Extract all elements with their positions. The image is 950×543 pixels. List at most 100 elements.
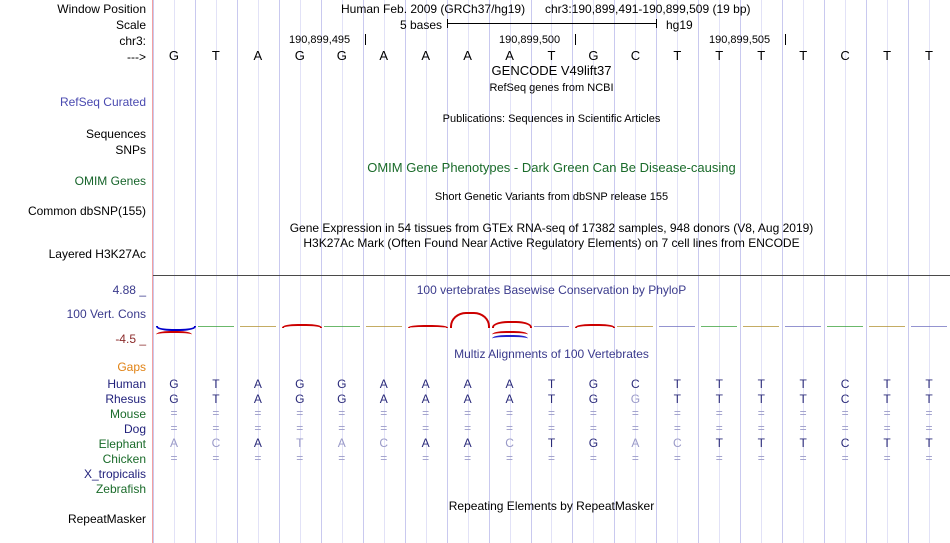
alignment-base: T xyxy=(715,436,723,450)
alignment-gap: = xyxy=(673,406,681,420)
label-species-rhesus[interactable]: Rhesus xyxy=(105,392,146,406)
phylop-accent xyxy=(491,335,528,339)
alignment-base: A xyxy=(421,436,430,450)
sequence-base: A xyxy=(463,48,472,63)
alignment-gap: = xyxy=(715,421,723,435)
alignment-base: T xyxy=(547,392,556,406)
scale-bar-label: 5 bases xyxy=(400,18,443,32)
phylop-bar xyxy=(659,326,696,329)
alignment-base: T xyxy=(883,392,891,406)
alignment-base: A xyxy=(421,377,430,391)
alignment-gap: = xyxy=(254,406,262,420)
label-snps[interactable]: SNPs xyxy=(115,143,146,157)
label-common-dbsnp[interactable]: Common dbSNP(155) xyxy=(27,204,146,218)
alignment-gap: = xyxy=(338,406,346,420)
alignment-gap: = xyxy=(757,421,765,435)
sequence-base: T xyxy=(757,48,766,63)
scale-bar xyxy=(447,19,657,28)
alignment-base: G xyxy=(630,392,641,406)
label-layered-h3k27ac[interactable]: Layered H3K27Ac xyxy=(48,247,146,261)
sequence-base: A xyxy=(505,48,514,63)
sequence-base: C xyxy=(840,48,850,63)
alignment-base: A xyxy=(631,436,640,450)
sequence-base: G xyxy=(588,48,599,63)
alignment-gap: = xyxy=(715,451,723,465)
sequence-base: T xyxy=(799,48,808,63)
label-scale[interactable]: Scale xyxy=(115,18,146,32)
sequence-base: A xyxy=(421,48,430,63)
alignment-base: A xyxy=(505,392,514,406)
alignment-gap: = xyxy=(212,451,220,465)
alignment-gap: = xyxy=(757,406,765,420)
phylop-bar xyxy=(575,324,616,328)
alignment-gap: = xyxy=(338,421,346,435)
gencode-track-title: GENCODE V49lift37 xyxy=(491,63,612,78)
sequence-base: T xyxy=(715,48,724,63)
alignment-gap: = xyxy=(631,421,639,435)
alignment-gap: = xyxy=(254,421,262,435)
label-chrom[interactable]: chr3: xyxy=(119,34,146,48)
alignment-gap: = xyxy=(841,421,849,435)
alignment-base: T xyxy=(925,392,933,406)
sequence-base: A xyxy=(253,48,263,63)
h3k27ac-track-title: H3K27Ac Mark (Often Found Near Active Re… xyxy=(303,236,800,250)
position-title: chr3:190,899,491-190,899,509 (19 bp) xyxy=(545,2,751,16)
alignment-gap: = xyxy=(925,451,933,465)
assembly-db-label: hg19 xyxy=(666,18,693,32)
track-data-area: Human Feb. 2009 (GRCh37/hg19) chr3:190,8… xyxy=(153,0,950,543)
alignment-gap: = xyxy=(170,451,178,465)
phylop-bar xyxy=(617,326,654,329)
alignment-base: A xyxy=(463,392,472,406)
coord-tick-3 xyxy=(785,34,786,45)
sequence-base: G xyxy=(336,48,347,63)
phylop-bar xyxy=(869,326,906,329)
phylop-bar xyxy=(197,326,234,329)
phylop-bar xyxy=(323,326,360,329)
alignment-gap: = xyxy=(380,406,388,420)
label-species-chicken[interactable]: Chicken xyxy=(102,452,146,466)
alignment-base: T xyxy=(883,377,891,391)
label-window-position[interactable]: Window Position xyxy=(57,2,146,16)
label-sequences[interactable]: Sequences xyxy=(85,127,146,141)
label-species-zebrafish[interactable]: Zebrafish xyxy=(95,482,146,496)
alignment-base: G xyxy=(295,377,305,391)
label-species-x-tropicalis[interactable]: X_tropicalis xyxy=(83,467,146,481)
alignment-gap: = xyxy=(883,406,891,420)
label-species-human[interactable]: Human xyxy=(107,377,146,391)
alignment-base: G xyxy=(337,392,347,406)
phylop-bar xyxy=(785,326,822,329)
phylop-accent xyxy=(491,331,528,335)
label-100-vert-cons[interactable]: 100 Vert. Cons xyxy=(66,307,146,321)
alignment-base: T xyxy=(925,377,933,391)
label-omim-genes[interactable]: OMIM Genes xyxy=(74,174,146,188)
alignment-base: G xyxy=(337,377,347,391)
alignment-base: G xyxy=(295,392,305,406)
alignment-gap: = xyxy=(589,451,597,465)
alignment-base: T xyxy=(212,392,220,406)
alignment-gap: = xyxy=(883,451,891,465)
phylop-accent xyxy=(156,331,192,335)
alignment-base: G xyxy=(588,436,599,450)
phylop-bar xyxy=(743,326,780,329)
alignment-base: T xyxy=(715,377,723,391)
alignment-base: G xyxy=(588,377,599,391)
phylop-bar xyxy=(449,312,490,328)
refseq-track-subtitle: RefSeq genes from NCBI xyxy=(489,82,614,94)
label-species-dog[interactable]: Dog xyxy=(123,422,146,436)
alignment-base: A xyxy=(379,392,388,406)
alignment-gap: = xyxy=(254,451,262,465)
sequence-base: C xyxy=(630,48,641,63)
label-species-mouse[interactable]: Mouse xyxy=(109,407,146,421)
coord-label-1: 190,899,495 xyxy=(289,34,351,46)
alignment-gap: = xyxy=(715,406,723,420)
alignment-base: T xyxy=(212,377,220,391)
alignment-base: G xyxy=(169,377,179,391)
repeatmasker-track-title: Repeating Elements by RepeatMasker xyxy=(448,499,655,513)
label-species-elephant[interactable]: Elephant xyxy=(98,437,146,451)
label-refseq-curated[interactable]: RefSeq Curated xyxy=(59,95,146,109)
label-repeatmasker[interactable]: RepeatMasker xyxy=(67,512,146,526)
alignment-gap: = xyxy=(170,421,178,435)
sequence-base: A xyxy=(379,48,389,63)
phylop-bar xyxy=(281,324,322,328)
label-gaps[interactable]: Gaps xyxy=(117,360,146,374)
